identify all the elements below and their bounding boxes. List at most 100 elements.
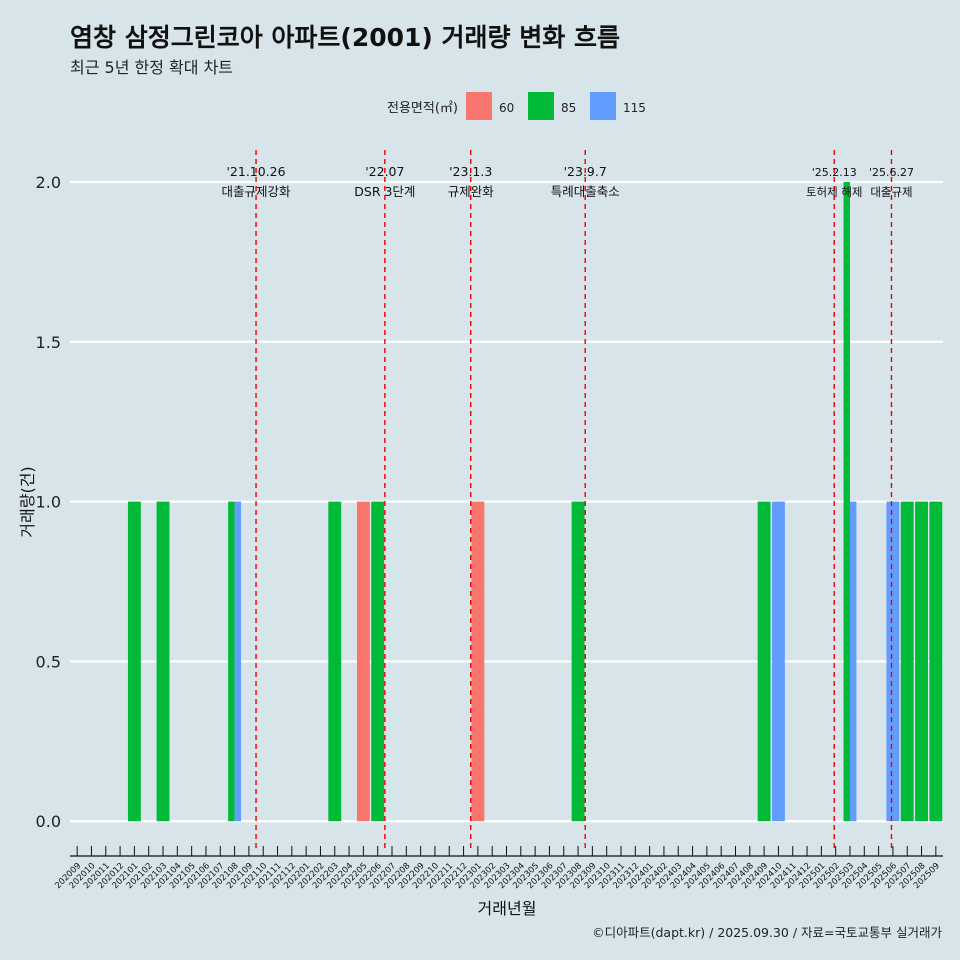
bar-202101-85 <box>127 501 141 822</box>
legend-swatch-60 <box>466 92 492 120</box>
event-date: '22.07 <box>365 164 404 179</box>
x-tick-label: 202009 <box>53 861 83 891</box>
x-axis-title: 거래년월 <box>478 899 537 918</box>
bar-202507-85 <box>900 501 914 822</box>
bar-202410-115 <box>771 501 785 822</box>
x-tick-label: 202209 <box>397 861 427 891</box>
x-tick-label: 202303 <box>483 861 513 891</box>
x-tick-label: 202106 <box>182 861 212 891</box>
x-tick-label: 202501 <box>797 861 827 891</box>
x-tick-label: 202201 <box>282 861 312 891</box>
x-tick-label: 202208 <box>382 861 412 891</box>
x-tick-label: 202408 <box>726 861 756 891</box>
x-tick-label: 202206 <box>354 861 384 891</box>
x-tick-label: 202311 <box>597 861 627 891</box>
chart-subtitle: 최근 5년 한정 확대 차트 <box>70 58 234 77</box>
bar-202503-85 <box>843 181 850 822</box>
legend-title: 전용면적(㎡) <box>387 101 458 116</box>
x-tick-label: 202204 <box>325 861 355 891</box>
x-tick-label: 202107 <box>196 861 226 891</box>
x-tick-label: 202212 <box>440 861 470 891</box>
chart-title: 염창 삼정그린코아 아파트(2001) 거래량 변화 흐름 <box>70 23 620 52</box>
x-tick-label: 202306 <box>526 861 556 891</box>
event-label: 규제완화 <box>448 184 495 199</box>
x-tick-label: 202411 <box>769 861 799 891</box>
event-date: '25.2.13 <box>812 166 857 179</box>
x-tick-label: 202507 <box>883 861 913 891</box>
event-date: '23.1.3 <box>449 164 492 179</box>
bar-202506-115 <box>886 501 900 822</box>
y-tick-label: 1.0 <box>36 493 61 512</box>
event-label: 대출규제 <box>870 185 912 199</box>
y-axis-title: 거래량(건) <box>18 466 37 537</box>
y-tick-label: 2.0 <box>36 173 61 192</box>
x-tick-label: 202103 <box>139 861 169 891</box>
x-tick-label: 202110 <box>239 861 269 891</box>
bar-202205-60 <box>356 501 370 822</box>
legend-swatch-115 <box>590 92 616 120</box>
x-tick-label: 202111 <box>254 861 284 891</box>
x-tick-label: 202101 <box>111 861 141 891</box>
event-label: 특례대출축소 <box>551 184 620 199</box>
x-tick-label: 202508 <box>898 861 928 891</box>
legend-label-60: 60 <box>499 101 514 115</box>
x-tick-label: 202305 <box>511 861 541 891</box>
x-tick-label: 202211 <box>425 861 455 891</box>
x-tick-label: 202102 <box>125 861 155 891</box>
bar-202108-85 <box>228 501 235 822</box>
x-tick-label: 202309 <box>568 861 598 891</box>
x-tick-label: 202405 <box>683 861 713 891</box>
x-tick-label: 202509 <box>912 861 942 891</box>
x-tick-label: 202010 <box>68 861 98 891</box>
x-tick-label: 202105 <box>168 861 198 891</box>
x-tick-label: 202202 <box>297 861 327 891</box>
bar-202103-85 <box>156 501 170 822</box>
legend-label-85: 85 <box>561 101 576 115</box>
event-date: '23.9.7 <box>564 164 607 179</box>
x-tick-label: 202302 <box>468 861 498 891</box>
x-tick-label: 202407 <box>712 861 742 891</box>
bar-202509-85 <box>929 501 943 822</box>
x-tick-label: 202409 <box>740 861 770 891</box>
x-tick-label: 202506 <box>869 861 899 891</box>
bar-202308-85 <box>571 501 585 822</box>
x-tick-label: 202505 <box>855 861 885 891</box>
x-tick-label: 202104 <box>153 861 183 891</box>
legend: 전용면적(㎡) 60 85 115 <box>387 92 646 120</box>
event-date: '21.10.26 <box>226 164 285 179</box>
bar-202409-85 <box>757 501 771 822</box>
x-tick-label: 202109 <box>225 861 255 891</box>
bar-202203-85 <box>328 501 342 822</box>
legend-swatch-85 <box>528 92 554 120</box>
x-tick-label: 202403 <box>654 861 684 891</box>
x-tick-label: 202304 <box>497 861 527 891</box>
x-tick-label: 202112 <box>268 861 298 891</box>
x-tick-label: 202210 <box>411 861 441 891</box>
x-tick-label: 202401 <box>626 861 656 891</box>
x-tick-label: 202203 <box>311 861 341 891</box>
bar-202206-85 <box>371 501 385 822</box>
bar-202301-60 <box>471 501 485 822</box>
event-date: '25.6.27 <box>869 166 914 179</box>
y-tick-label: 1.5 <box>36 333 61 352</box>
x-tick-label: 202406 <box>697 861 727 891</box>
x-tick-label: 202108 <box>211 861 241 891</box>
x-tick-label: 202402 <box>640 861 670 891</box>
x-tick-label: 202308 <box>554 861 584 891</box>
source-caption: ©디아파트(dapt.kr) / 2025.09.30 / 자료=국토교통부 실… <box>592 925 942 940</box>
y-tick-label: 0.0 <box>36 812 61 831</box>
x-tick-label: 202404 <box>669 861 699 891</box>
x-tick-label: 202011 <box>82 861 112 891</box>
bar-202503-115 <box>849 501 857 822</box>
legend-label-115: 115 <box>623 101 646 115</box>
x-tick-label: 202504 <box>840 861 870 891</box>
x-tick-label: 202502 <box>812 861 842 891</box>
x-tick-label: 202503 <box>826 861 856 891</box>
y-tick-label: 0.5 <box>36 652 61 671</box>
event-label: 토허제 해제 <box>806 185 863 199</box>
x-tick-label: 202207 <box>368 861 398 891</box>
x-tick-label: 202310 <box>583 861 613 891</box>
event-label: 대출규제강화 <box>222 184 292 199</box>
x-tick-label: 202307 <box>540 861 570 891</box>
